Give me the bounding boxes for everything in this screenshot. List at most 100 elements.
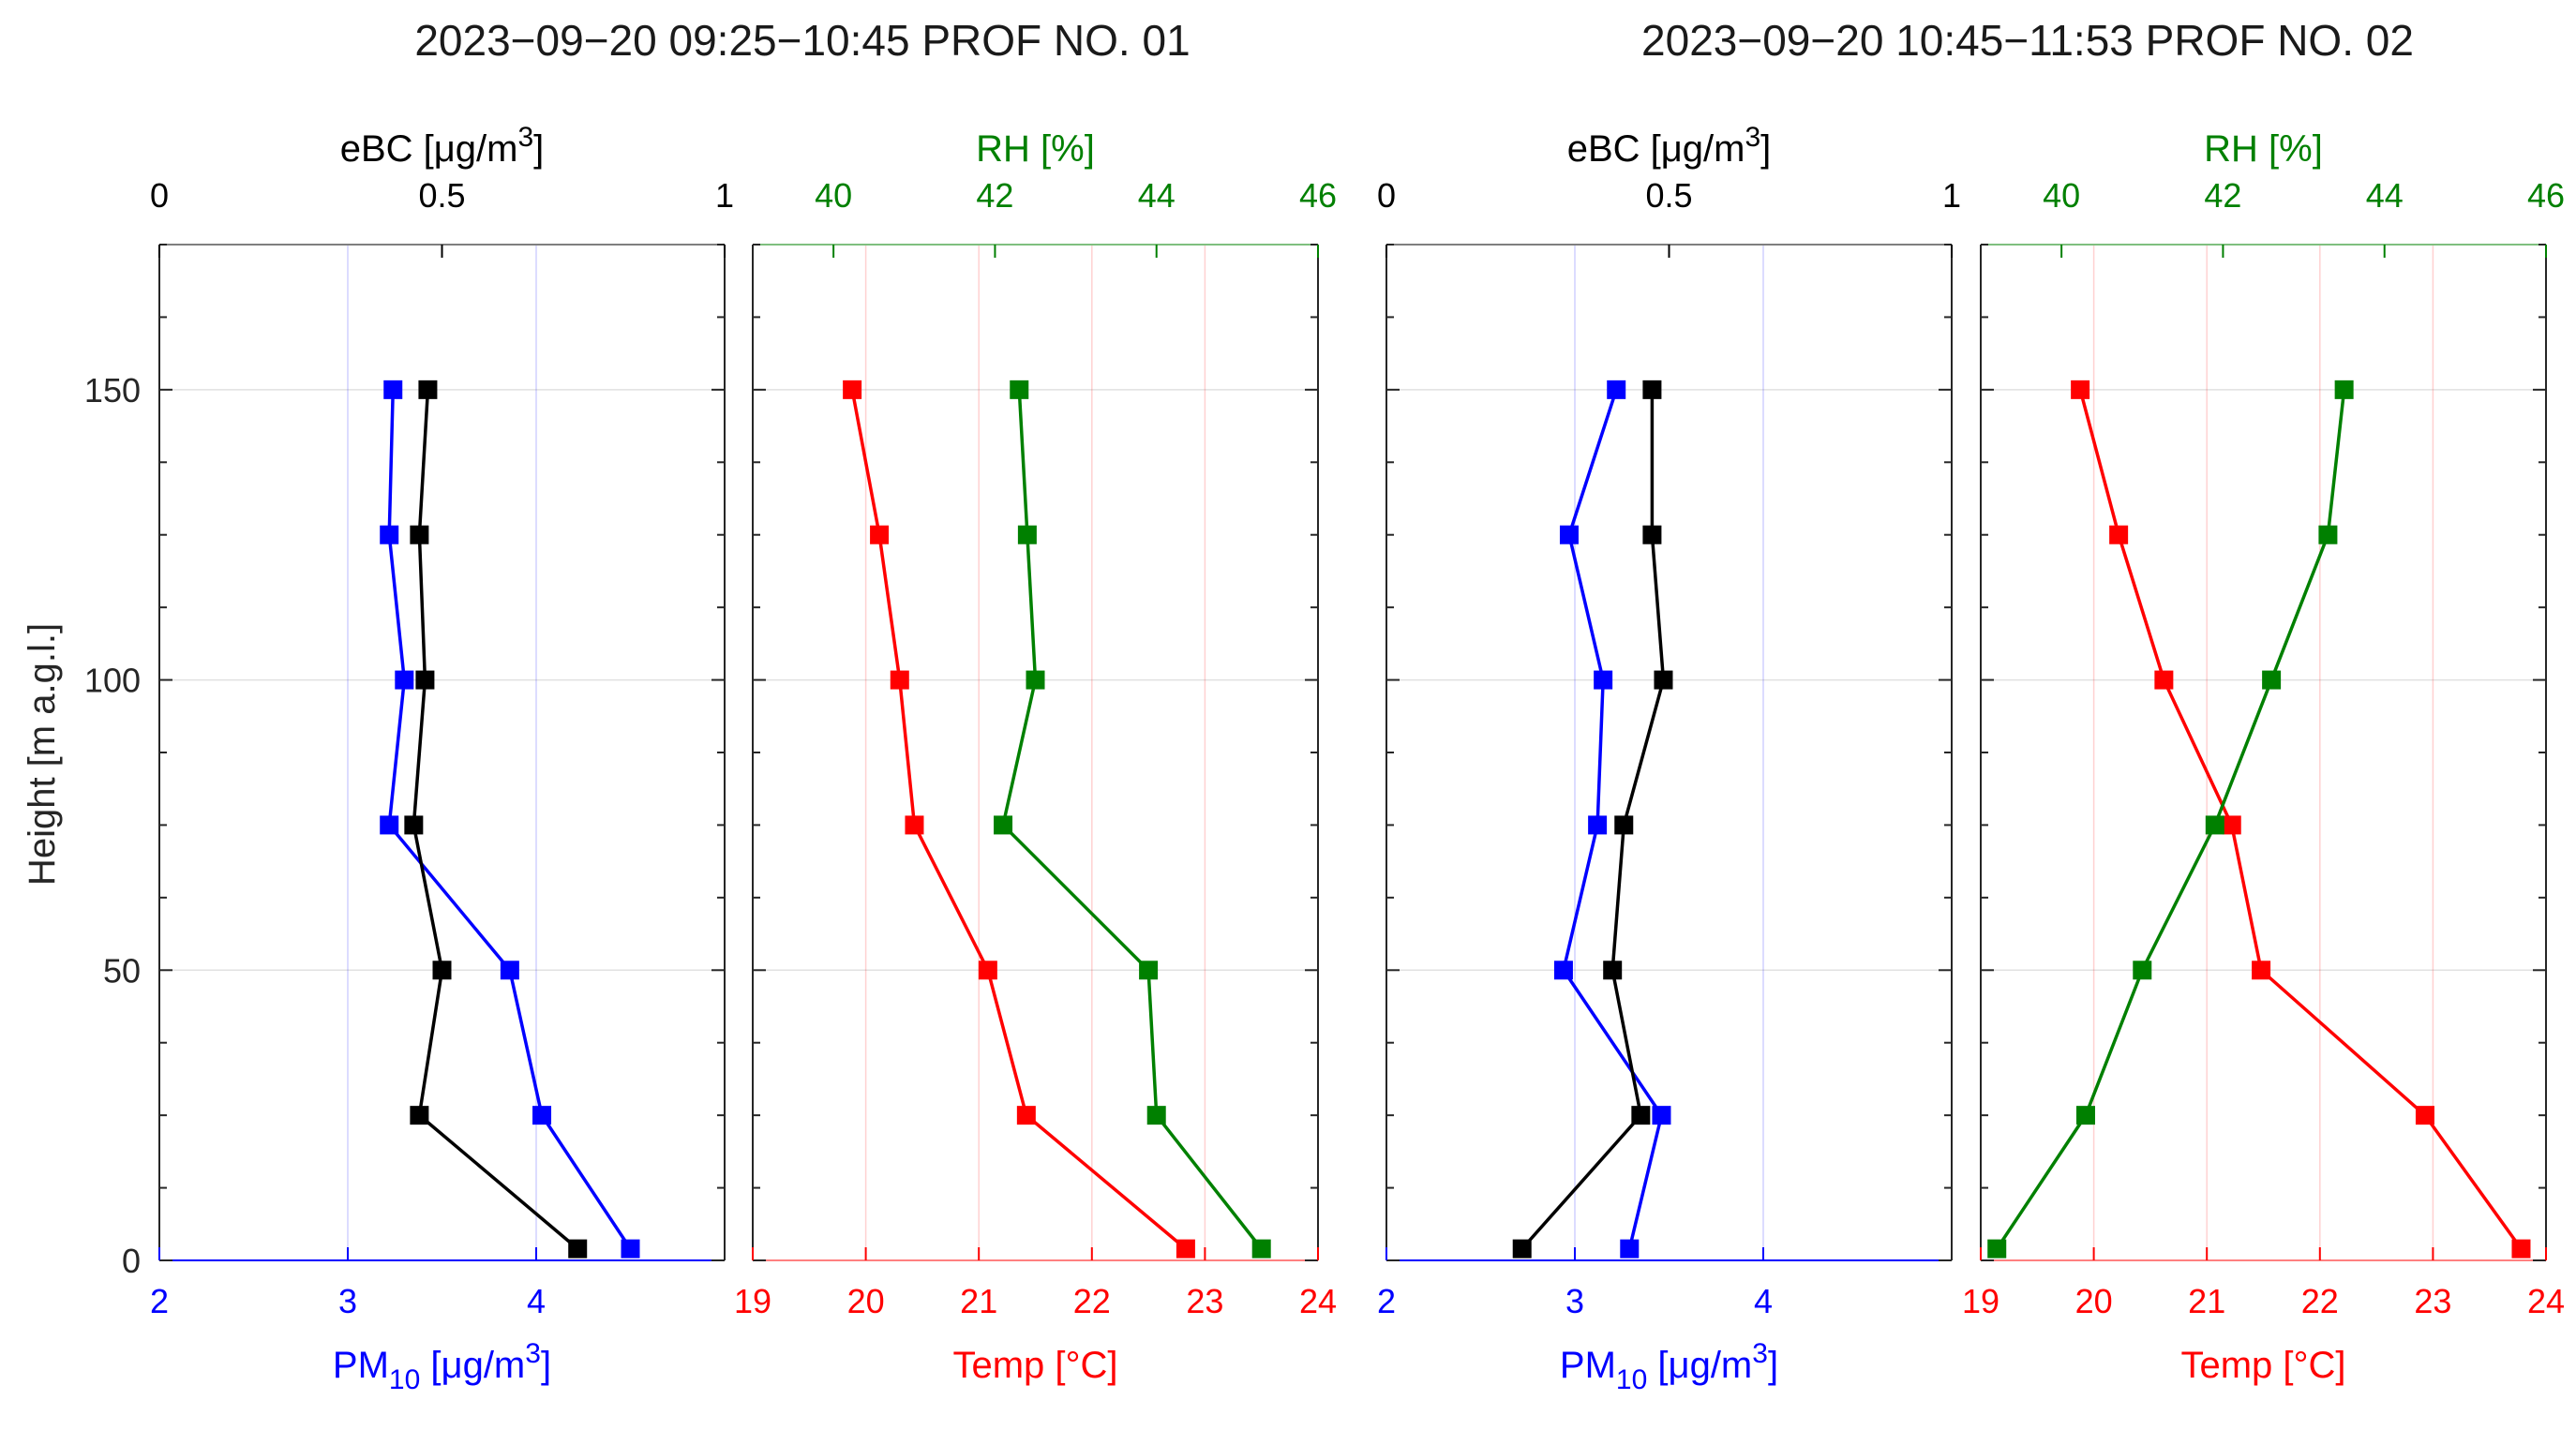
data-point-temp: [2252, 961, 2271, 980]
data-point-ebc: [1642, 525, 1662, 544]
y-tick-label: 150: [84, 371, 141, 410]
x-bottom-tick-label: 20: [847, 1282, 885, 1320]
title-profile-1: 2023−09−20 09:25−10:45 PROF NO. 01: [414, 16, 1190, 65]
x-bottom-tick-label: 3: [1565, 1282, 1584, 1320]
x-bottom-tick-label: 22: [2301, 1282, 2339, 1320]
x-top-axis-label: eBC [μg/m3]: [1567, 122, 1772, 170]
x-top-axis-label: RH [%]: [2204, 128, 2323, 170]
x-top-tick-label: 0.5: [1645, 176, 1692, 215]
data-point-pm10: [380, 525, 399, 544]
data-point-pm10: [395, 670, 414, 690]
y-tick-label: 50: [103, 951, 141, 990]
data-point-temp: [2154, 670, 2174, 690]
data-point-rh: [1146, 1106, 1166, 1125]
data-point-pm10: [1559, 525, 1579, 544]
data-point-temp: [2415, 1106, 2434, 1125]
x-bottom-tick-label: 2: [150, 1282, 169, 1320]
data-point-pm10: [500, 961, 519, 980]
data-point-temp: [2511, 1239, 2531, 1259]
x-top-tick-label: 44: [2366, 176, 2404, 215]
x-top-tick-label: 40: [2043, 176, 2080, 215]
data-point-ebc: [1614, 815, 1634, 835]
data-point-ebc: [1631, 1106, 1651, 1125]
data-point-temp: [1016, 1106, 1036, 1125]
x-bottom-tick-label: 19: [734, 1282, 771, 1320]
panel-1: 0 50 100 150 2 3 4 0 0.5 1 eBC [μg/m3] PM10 [μg/m3]: [84, 122, 734, 1395]
x-top-tick-label: 46: [2527, 176, 2565, 215]
data-point-pm10: [1607, 380, 1626, 399]
x-top-tick-label: 0: [150, 176, 169, 215]
x-bottom-axis-label: PM10 [μg/m3]: [333, 1338, 551, 1395]
data-point-rh: [1987, 1239, 2007, 1259]
data-point-temp: [905, 815, 924, 835]
data-point-temp: [2109, 525, 2129, 544]
data-point-rh: [1251, 1239, 1271, 1259]
x-top-tick-label: 40: [815, 176, 852, 215]
data-point-ebc: [1642, 380, 1662, 399]
data-point-temp: [2071, 380, 2090, 399]
x-top-tick-label: 0.5: [418, 176, 465, 215]
data-point-pm10: [1620, 1239, 1640, 1259]
data-point-ebc: [568, 1239, 588, 1259]
data-point-ebc: [404, 815, 424, 835]
title-profile-2: 2023−09−20 10:45−11:53 PROF NO. 02: [1641, 16, 2414, 65]
series-line-temp: [2078, 389, 2523, 1250]
series-line-ebc: [412, 389, 579, 1250]
x-top-tick-label: 42: [976, 176, 1013, 215]
x-bottom-tick-label: 4: [1754, 1282, 1773, 1320]
x-bottom-tick-label: 22: [1073, 1282, 1111, 1320]
data-point-pm10: [383, 380, 403, 399]
data-point-rh: [1017, 525, 1037, 544]
x-top-axis-label: eBC [μg/m3]: [340, 122, 545, 170]
x-bottom-tick-label: 3: [338, 1282, 357, 1320]
data-point-rh: [2133, 961, 2152, 980]
data-point-pm10: [380, 815, 399, 835]
panel-3: 2 3 4 0 0.5 1 eBC [μg/m3] PM10 [μg/m3]: [1377, 122, 1961, 1395]
data-point-rh: [2205, 815, 2224, 835]
data-point-rh: [2075, 1106, 2095, 1125]
data-point-ebc: [410, 1106, 429, 1125]
data-point-ebc: [418, 380, 438, 399]
data-point-pm10: [532, 1106, 552, 1125]
x-top-tick-label: 1: [715, 176, 734, 215]
x-bottom-tick-label: 23: [2414, 1282, 2451, 1320]
data-point-temp: [1176, 1239, 1195, 1259]
data-point-ebc: [410, 525, 429, 544]
x-top-axis-label: RH [%]: [976, 128, 1095, 170]
data-point-rh: [994, 815, 1013, 835]
data-point-rh: [1010, 380, 1029, 399]
x-bottom-axis-label: Temp [°C]: [952, 1345, 1117, 1386]
data-point-pm10: [621, 1239, 640, 1259]
series-line-rh: [1995, 389, 2346, 1250]
y-axis-label: Height [m a.g.l.]: [22, 623, 63, 886]
data-point-pm10: [1588, 815, 1608, 835]
x-bottom-tick-label: 20: [2075, 1282, 2113, 1320]
x-top-tick-label: 44: [1138, 176, 1176, 215]
data-point-ebc: [1603, 961, 1623, 980]
x-bottom-axis-label: PM10 [μg/m3]: [1560, 1338, 1778, 1395]
data-point-temp: [890, 670, 909, 690]
data-point-rh: [1026, 670, 1045, 690]
data-point-ebc: [1654, 670, 1673, 690]
data-point-pm10: [1594, 670, 1613, 690]
series-line-rh: [1001, 389, 1264, 1250]
data-point-temp: [2222, 815, 2241, 835]
x-top-tick-label: 0: [1377, 176, 1396, 215]
x-bottom-axis-label: Temp [°C]: [2180, 1345, 2345, 1386]
panel-2: 19 20 21 22 23 24 40 42 44 46 RH [%] Temp [°C]: [734, 128, 1337, 1386]
x-bottom-tick-label: 24: [2527, 1282, 2565, 1320]
data-point-rh: [2318, 525, 2338, 544]
data-point-rh: [2262, 670, 2282, 690]
data-point-pm10: [1553, 961, 1573, 980]
data-point-ebc: [1512, 1239, 1532, 1259]
data-point-temp: [870, 525, 890, 544]
x-bottom-tick-label: 4: [527, 1282, 546, 1320]
x-bottom-tick-label: 24: [1299, 1282, 1337, 1320]
data-point-ebc: [432, 961, 452, 980]
data-point-ebc: [415, 670, 435, 690]
data-point-temp: [978, 961, 997, 980]
x-bottom-tick-label: 2: [1377, 1282, 1396, 1320]
x-top-tick-label: 46: [1299, 176, 1337, 215]
x-top-tick-label: 1: [1942, 176, 1961, 215]
